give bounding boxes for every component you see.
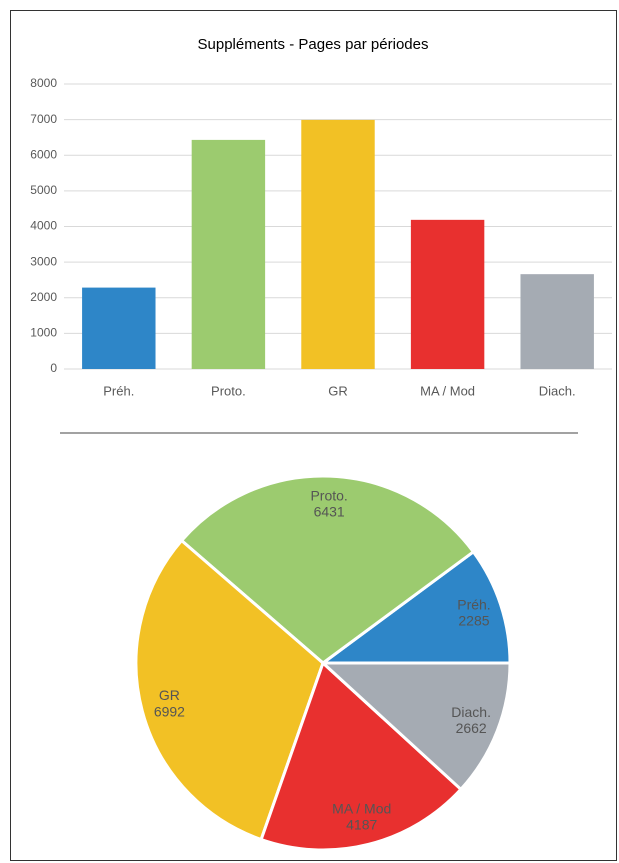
slice-label: Proto. 6431 [310, 487, 347, 519]
border [10, 10, 617, 861]
y-tick-label: 8000 [30, 76, 57, 90]
pie-slice [259, 660, 464, 852]
x-tick-label: GR [328, 383, 348, 398]
bar [520, 274, 594, 369]
bar [191, 139, 266, 369]
bar [410, 219, 485, 369]
slice-label: GR 6992 [154, 687, 185, 719]
slice-category: Proto. [310, 487, 347, 503]
bar [82, 287, 156, 369]
pie-slice [319, 661, 512, 792]
y-tick-label: 4000 [30, 219, 57, 233]
pie-slice [134, 538, 325, 842]
slice-category: MA / Mod [332, 800, 391, 816]
slice-value: 6431 [314, 503, 345, 519]
x-tick-label: Diach. [539, 383, 576, 398]
slice-value: 2285 [458, 612, 489, 628]
slice-value: 6992 [154, 703, 185, 719]
chart-title: Suppléments - Pages par périodes [198, 36, 429, 53]
bar [301, 119, 375, 369]
y-tick-label: 0 [50, 361, 57, 375]
y-tick-label: 5000 [30, 183, 57, 197]
x-tick-label: Proto. [211, 383, 246, 398]
y-tick-label: 1000 [30, 326, 57, 340]
slice-label: Préh. 2285 [457, 596, 490, 628]
slice-label: Diach. 2662 [451, 704, 491, 736]
slice-category: Préh. [457, 596, 490, 612]
y-tick-label: 7000 [30, 112, 57, 126]
y-tick-label: 6000 [30, 147, 57, 161]
x-tick-label: Préh. [103, 383, 134, 398]
pie-slice [179, 474, 476, 665]
pie-slice [318, 549, 512, 665]
y-tick-label: 2000 [30, 290, 57, 304]
slice-value: 4187 [346, 816, 377, 832]
slice-value: 2662 [456, 720, 487, 736]
y-tick-label: 3000 [30, 254, 57, 268]
slice-category: GR [159, 687, 180, 703]
slice-label: MA / Mod 4187 [332, 800, 391, 832]
x-tick-label: MA / Mod [420, 383, 475, 398]
slice-category: Diach. [451, 704, 491, 720]
